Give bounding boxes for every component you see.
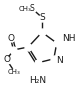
Text: O: O — [3, 55, 10, 64]
Text: S: S — [39, 13, 45, 22]
Text: N: N — [56, 56, 62, 65]
Text: H₂N: H₂N — [29, 76, 47, 85]
Text: CH₃: CH₃ — [8, 69, 21, 75]
Text: O: O — [7, 34, 14, 43]
Text: CH₃: CH₃ — [18, 6, 31, 12]
Text: S: S — [30, 4, 35, 13]
Text: NH: NH — [62, 34, 75, 43]
